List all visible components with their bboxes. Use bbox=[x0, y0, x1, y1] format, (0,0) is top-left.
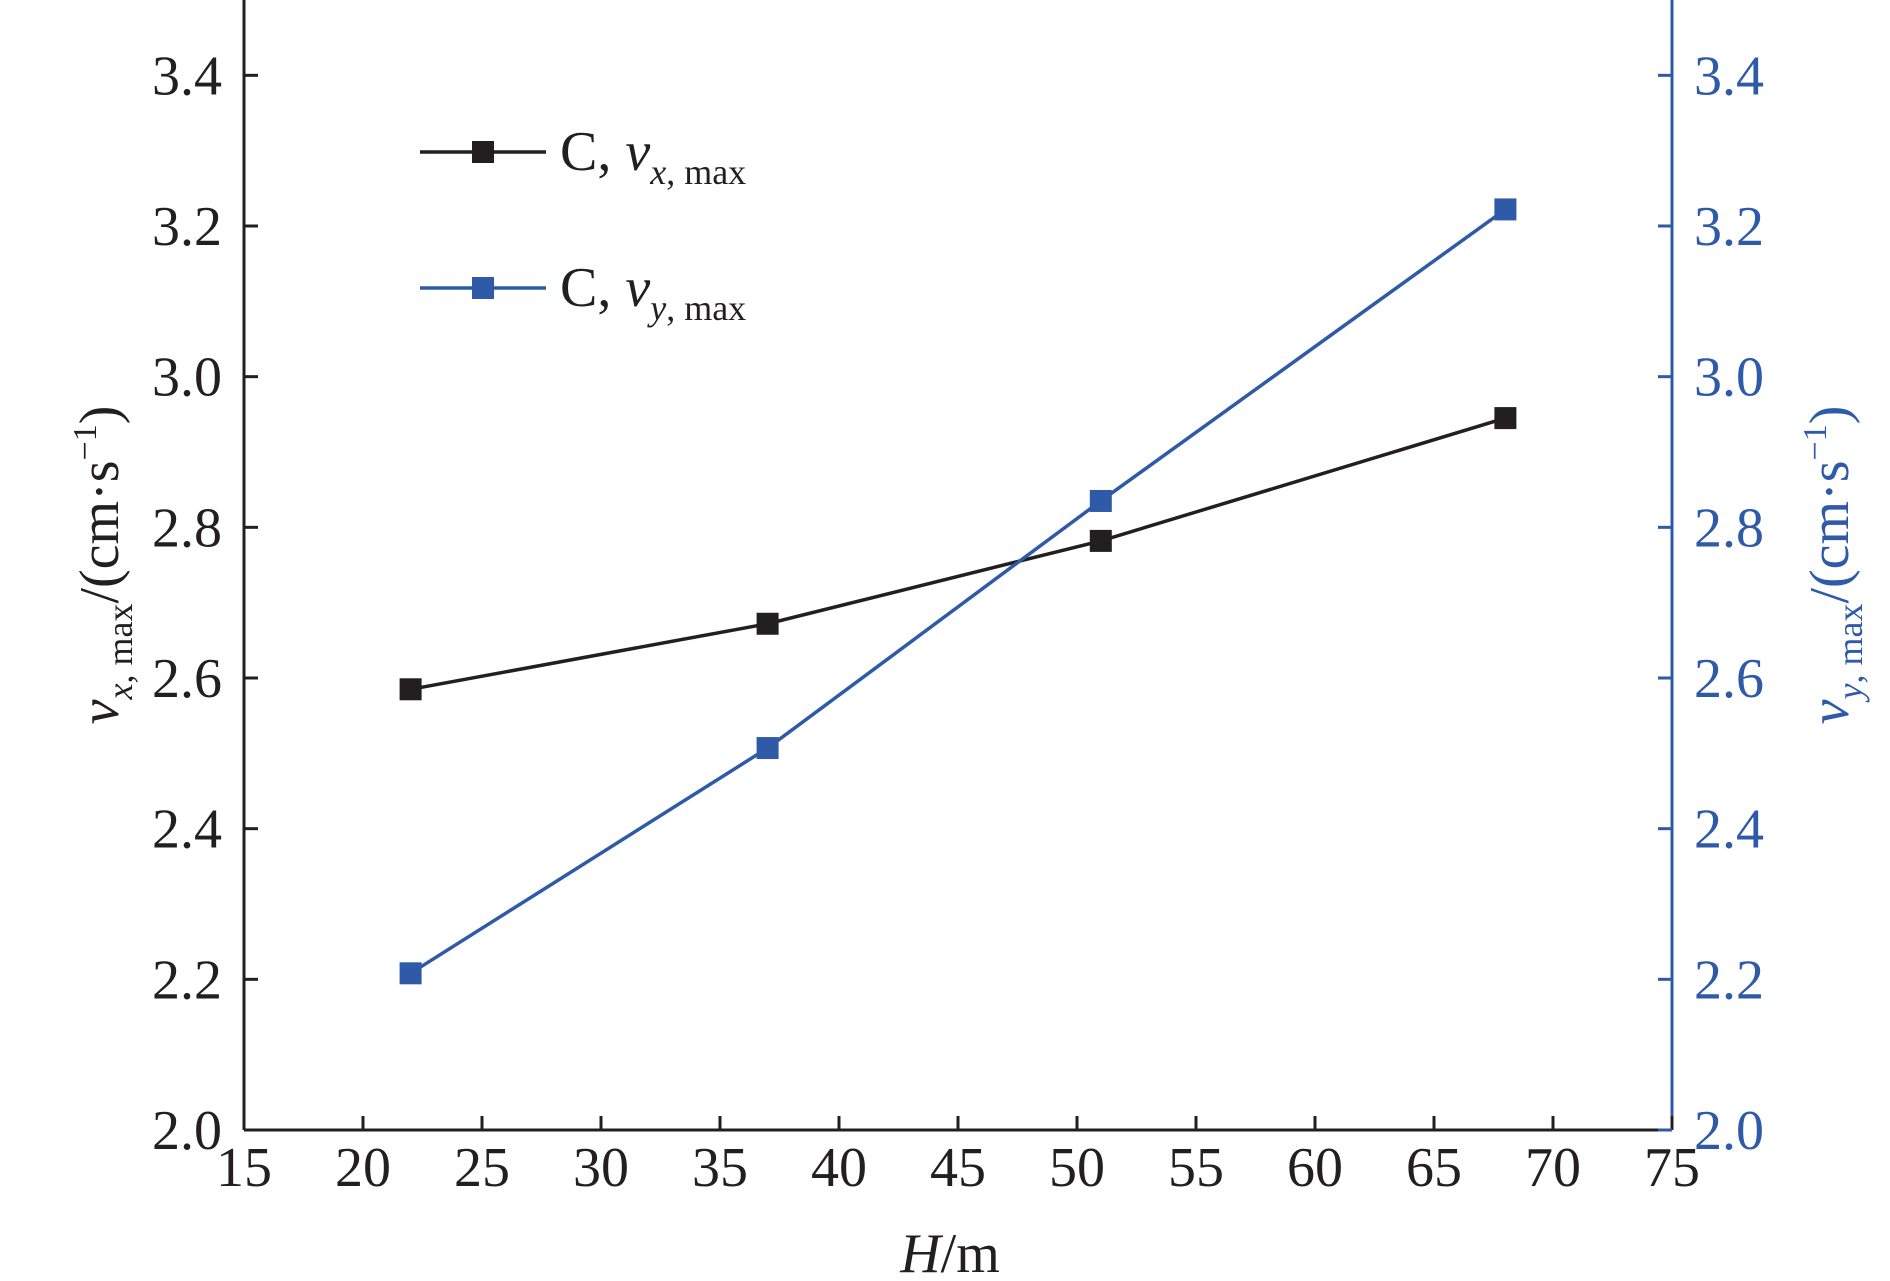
x-tick-label: 60 bbox=[1287, 1137, 1343, 1199]
legend-label-2: C, vy, max bbox=[560, 257, 746, 328]
series-1-marker bbox=[756, 612, 779, 635]
x-tick-label: 15 bbox=[216, 1137, 272, 1199]
y-right-tick-label: 3.2 bbox=[1694, 196, 1764, 258]
x-tick-label: 75 bbox=[1644, 1137, 1700, 1199]
y-left-axis-title: vx, max/(cm·s−1) bbox=[67, 406, 140, 725]
x-tick-label: 70 bbox=[1525, 1137, 1581, 1199]
y-left-tick-label: 2.8 bbox=[152, 497, 222, 559]
y-right-tick-label: 2.0 bbox=[1694, 1100, 1764, 1162]
series-1-marker bbox=[1494, 407, 1517, 430]
y-left-tick-label: 2.4 bbox=[152, 799, 222, 861]
x-tick-label: 20 bbox=[335, 1137, 391, 1199]
y-axis-right: 2.0 2.2 2.4 2.6 2.8 3.0 3.2 3.4 bbox=[1658, 45, 1764, 1162]
y-left-tick-label: 2.0 bbox=[152, 1100, 222, 1162]
series-1-marker bbox=[399, 678, 422, 701]
x-tick-label: 65 bbox=[1406, 1137, 1462, 1199]
y-right-tick-label: 2.4 bbox=[1694, 799, 1764, 861]
series-1-marker bbox=[1089, 529, 1112, 552]
y-right-tick-label: 3.0 bbox=[1694, 347, 1764, 409]
y-right-tick-label: 2.6 bbox=[1694, 648, 1764, 710]
series-2-line bbox=[409, 208, 1507, 975]
y-left-tick-label: 2.2 bbox=[152, 949, 222, 1011]
y-right-tick-label: 2.2 bbox=[1694, 949, 1764, 1011]
series-2-marker bbox=[756, 737, 779, 760]
x-axis: 15 20 25 30 35 40 45 50 55 60 65 70 75 bbox=[216, 1116, 1700, 1199]
series-1-line bbox=[410, 416, 1506, 692]
x-tick-label: 40 bbox=[811, 1137, 867, 1199]
series-2-marker bbox=[1089, 489, 1112, 512]
legend: C, vx, max C, vy, max bbox=[420, 121, 746, 328]
y-left-tick-label: 3.4 bbox=[152, 45, 222, 107]
x-tick-label: 45 bbox=[930, 1137, 986, 1199]
y-left-tick-label: 2.6 bbox=[152, 648, 222, 710]
x-tick-label: 50 bbox=[1049, 1137, 1105, 1199]
series-layer bbox=[399, 198, 1517, 985]
legend-marker-1 bbox=[472, 141, 494, 163]
x-tick-label: 55 bbox=[1168, 1137, 1224, 1199]
y-left-tick-label: 3.2 bbox=[152, 196, 222, 258]
x-tick-label: 25 bbox=[454, 1137, 510, 1199]
y-right-tick-label: 2.8 bbox=[1694, 497, 1764, 559]
plot-frame bbox=[242, 0, 1674, 1132]
legend-label-1: C, vx, max bbox=[560, 121, 746, 192]
x-tick-label: 30 bbox=[573, 1137, 629, 1199]
x-axis-title: H/m bbox=[899, 1223, 1000, 1281]
series-2-marker bbox=[399, 962, 422, 985]
y-right-axis-title: vy, max/(cm·s−1) bbox=[1797, 406, 1870, 725]
x-tick-label: 35 bbox=[692, 1137, 748, 1199]
y-axis-left: 2.0 2.2 2.4 2.6 2.8 3.0 3.2 3.4 bbox=[152, 45, 258, 1162]
series-2-marker bbox=[1494, 198, 1517, 221]
y-right-tick-label: 3.4 bbox=[1694, 45, 1764, 107]
legend-marker-2 bbox=[472, 277, 494, 299]
y-left-tick-label: 3.0 bbox=[152, 347, 222, 409]
axis-titles: vx, max/(cm·s−1) vy, max/(cm·s−1) H/m bbox=[67, 406, 1870, 1281]
